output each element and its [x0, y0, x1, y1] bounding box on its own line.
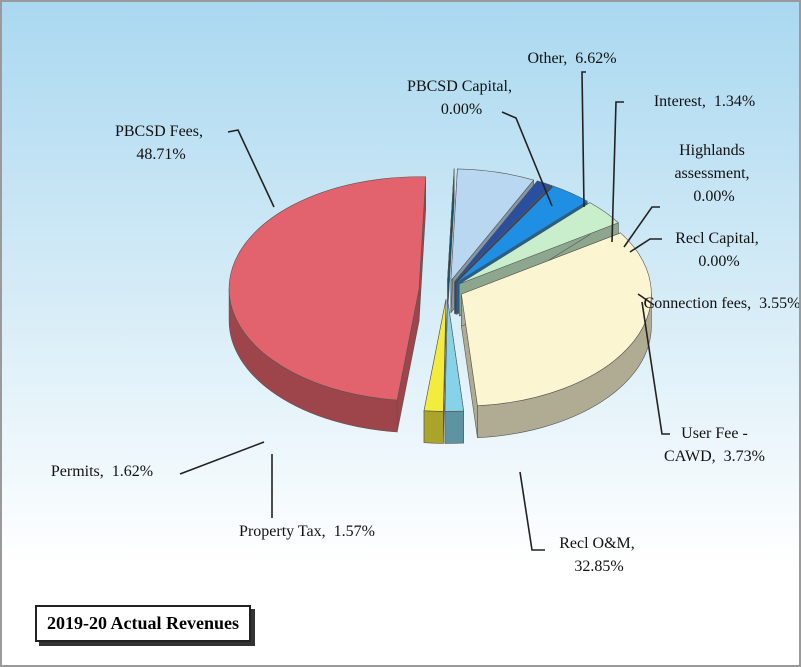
- slice: [423, 299, 447, 412]
- slice-wall: [444, 410, 464, 444]
- slice-label: User Fee - CAWD 3.73%: [657, 422, 772, 468]
- slice-name: Interest: [654, 93, 706, 110]
- slice-name: Other: [527, 50, 567, 67]
- slice-label: Recl Capital 0.00%: [652, 227, 782, 273]
- slice: [444, 299, 464, 412]
- slice: [456, 185, 588, 283]
- slice-label: PBCSD Capital 0.00%: [397, 75, 522, 121]
- slice-value: 1.34%: [713, 93, 756, 110]
- slice-value: 0.00%: [698, 253, 740, 270]
- leader-line: [641, 301, 670, 435]
- leader-line: [501, 111, 553, 207]
- slice: [450, 168, 534, 282]
- slice-value: 1.62%: [111, 463, 154, 480]
- leader-line: [519, 471, 545, 551]
- slice-value: 6.62%: [575, 50, 617, 67]
- leader-line: [623, 206, 660, 248]
- leader-line: [179, 441, 265, 475]
- slice-label: Permits 1.62%: [27, 460, 177, 483]
- slice: [454, 180, 552, 282]
- slice: [228, 176, 427, 401]
- slice-name: PBCSD Capital: [407, 78, 512, 95]
- leader-line: [581, 71, 586, 208]
- slice-label: Recl O&M 32.85%: [537, 532, 657, 578]
- slice-name: Recl Capital: [675, 230, 759, 247]
- slice: [461, 232, 652, 407]
- slice: [454, 185, 553, 283]
- slice-label: PBCSD Fees 48.71%: [94, 120, 224, 166]
- leader-line: [611, 101, 624, 243]
- slice-wall: [423, 410, 444, 444]
- leader-line: [637, 293, 655, 306]
- slice: [458, 202, 619, 285]
- slice-value: 48.71%: [136, 146, 186, 163]
- slice-name: Highlands assessment: [674, 142, 749, 182]
- slice-value: 0.00%: [440, 101, 483, 118]
- slice-name: Connection fees: [644, 295, 752, 312]
- slice-label: Other 6.62%: [507, 47, 637, 70]
- slice-name: Property Tax: [239, 523, 326, 540]
- slice-value: 32.85%: [574, 558, 624, 575]
- slice-name: Recl O&M: [559, 535, 635, 552]
- slice-value: 0.00%: [693, 188, 735, 205]
- slice-value: 3.73%: [723, 448, 765, 465]
- slice-label: Connection fees 3.55%: [642, 292, 801, 315]
- slice-value: 3.55%: [759, 295, 801, 312]
- slice-label: Interest 1.34%: [622, 90, 787, 113]
- slice-value: 1.57%: [333, 523, 375, 540]
- slice-label: Property Tax 1.57%: [232, 520, 382, 543]
- chart-title: 2019-20 Actual Revenues: [35, 605, 251, 642]
- slice: [447, 168, 455, 281]
- slice-name: Permits: [51, 463, 104, 480]
- slice-name: PBCSD Fees: [115, 123, 203, 140]
- slice-label: Highlands assessment 0.00%: [657, 139, 767, 208]
- leader-line: [227, 129, 275, 208]
- leader-line: [629, 238, 662, 253]
